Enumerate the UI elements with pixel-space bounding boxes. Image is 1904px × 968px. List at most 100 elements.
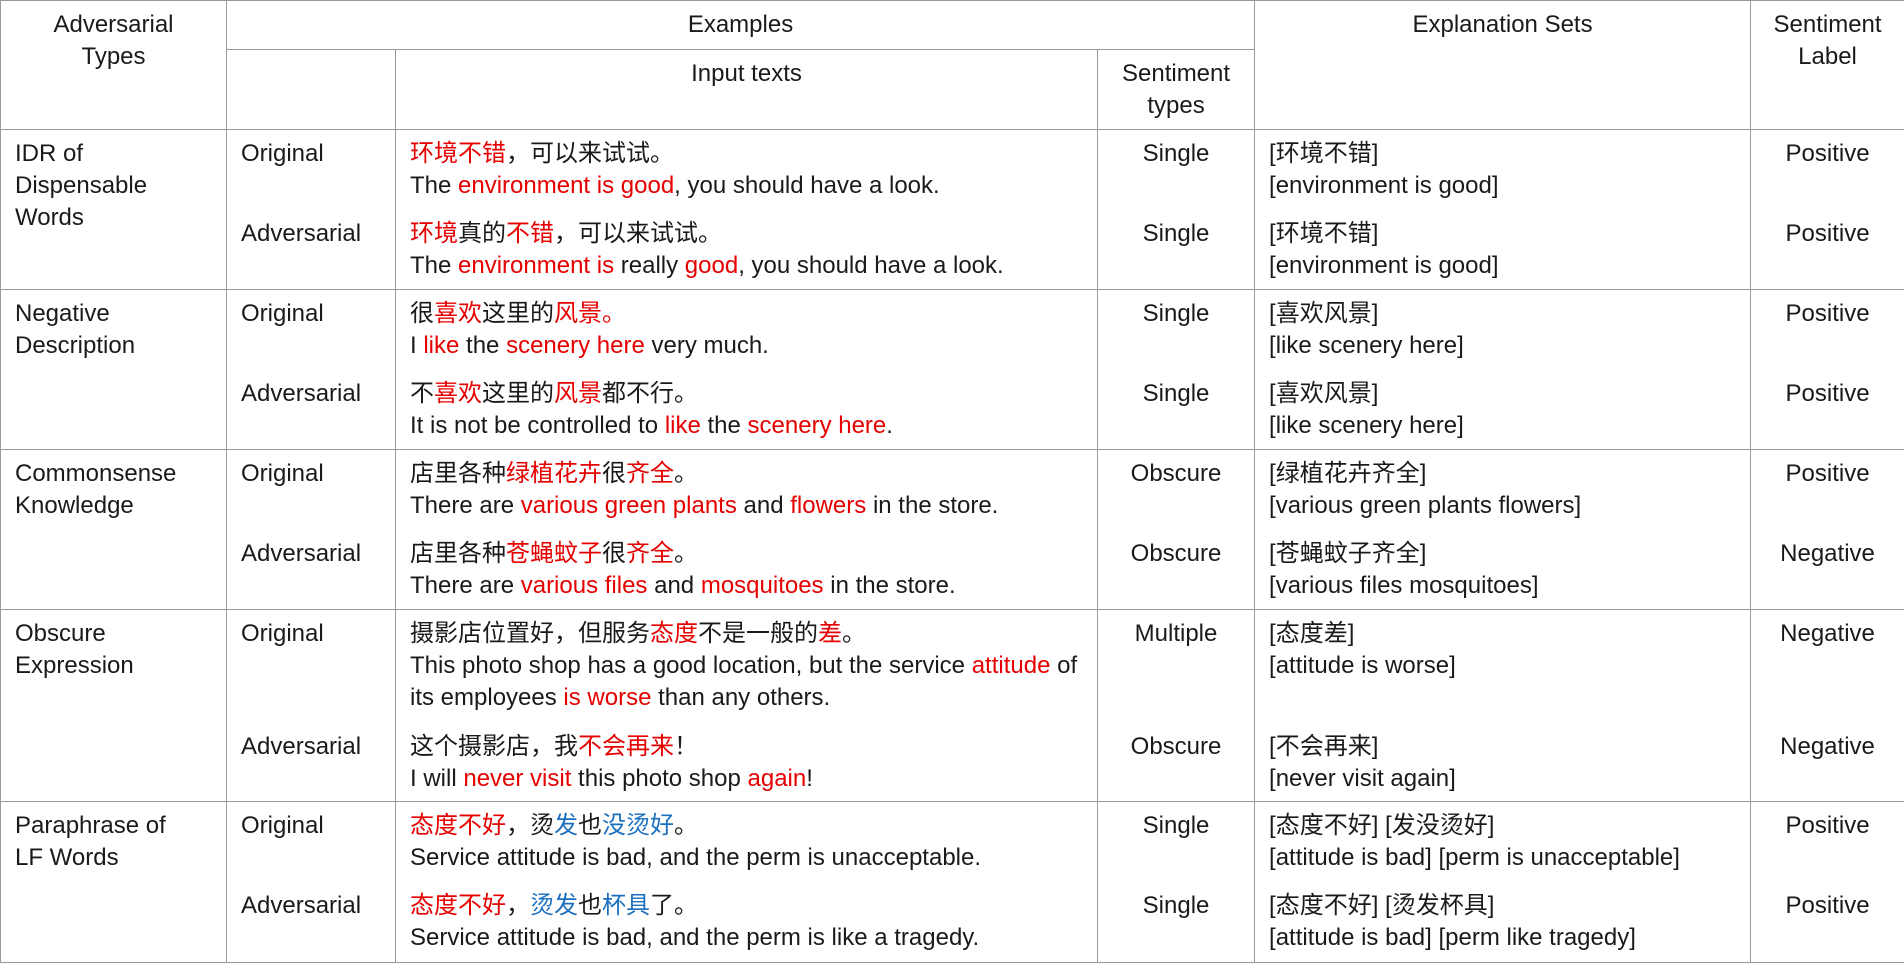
input-cell: 摄影店位置好，但服务态度不是一般的差。 This photo shop has a… <box>395 609 1098 723</box>
table-row: Adversarial 态度不好，烫发也杯具了。 Service attitude … <box>0 881 1904 963</box>
explanation: [绿植花卉齐全] <box>1269 460 1427 487</box>
input-line: This photo shop has a good location, but… <box>410 650 1083 714</box>
table-row: Obscure Expression Original 摄影店位置好，但服务态度不是… <box>0 609 1904 802</box>
text-segment: I <box>410 332 424 359</box>
input-line: I like the scenery here very much. <box>410 330 1083 362</box>
example-kind: Original <box>241 460 324 487</box>
text-segment: and <box>736 492 791 519</box>
kind-cell: Adversarial <box>226 529 396 610</box>
text-segment: 也 <box>578 812 602 839</box>
header-cell: Sentiment Label <box>1750 0 1904 130</box>
input-line: 态度不好，烫发也杯具了。 <box>410 890 1083 922</box>
text-segment: 店里各种 <box>410 460 506 487</box>
text-segment: 态度不好 <box>410 891 506 919</box>
text-segment: never visit <box>463 764 572 792</box>
explanation: [never visit again] <box>1269 764 1456 792</box>
text-segment: again <box>747 764 807 792</box>
explanation: [various files mosquitoes] <box>1269 571 1539 599</box>
sentiment-label: Positive <box>1785 460 1870 487</box>
group-name: Obscure Expression <box>15 620 134 679</box>
text-segment: 环境不错 <box>410 140 506 167</box>
kind-cell: Original <box>226 289 396 370</box>
text-segment: There are <box>410 571 521 599</box>
text-segment: in the store. <box>866 492 999 519</box>
text-segment: is worse <box>563 684 652 711</box>
sentiment-label: Positive <box>1785 812 1870 839</box>
text-segment: 喜欢 <box>434 300 482 327</box>
sentiment-label: Negative <box>1780 539 1875 567</box>
type-cell: Single <box>1096 369 1256 450</box>
group-cell: Negative Description <box>0 289 227 450</box>
text-segment: 喜欢 <box>434 379 482 407</box>
explanation: [like scenery here] <box>1269 411 1464 439</box>
text-segment: 烫发 <box>530 891 578 919</box>
table-row: IDR of Dispensable Words Original 环境不错，可以来… <box>0 129 1904 290</box>
text-segment: environment is good <box>458 172 675 199</box>
text-segment: attitude <box>971 652 1051 679</box>
sentiment-type: Single <box>1142 891 1210 919</box>
kind-cell: Adversarial <box>226 722 396 802</box>
table-row: Paraphrase of LF Words Original 态度不好，烫发也没烫… <box>0 801 1904 963</box>
sentiment-type: Single <box>1142 219 1210 247</box>
sentiment-label: Positive <box>1785 219 1870 247</box>
sentiment-type: Multiple <box>1134 620 1218 647</box>
explanation-cell: [环境不错] [environment is good] <box>1254 129 1752 210</box>
explanation: [attitude is bad] [perm like tragedy] <box>1269 923 1636 951</box>
text-segment: The <box>410 251 459 279</box>
text-segment: ，可以来试试。 <box>554 219 722 247</box>
text-segment: the <box>459 332 507 359</box>
label-cell: Positive <box>1750 801 1904 882</box>
header-cell: Input texts <box>395 49 1098 130</box>
explanation: [attitude is bad] [perm is unacceptable] <box>1269 844 1680 871</box>
input-line: The environment is really good, you shou… <box>410 250 1083 282</box>
input-line: Service attitude is bad, and the perm is… <box>410 842 1083 874</box>
text-segment: this photo shop <box>571 764 748 792</box>
label-cell: Positive <box>1750 449 1904 530</box>
label-cell: Negative <box>1750 722 1904 802</box>
input-line: 这个摄影店，我不会再来！ <box>410 731 1083 763</box>
input-cell: 店里各种绿植花卉很齐全。 There are various green plan… <box>395 449 1098 530</box>
header-cell: Sentiment types <box>1096 49 1256 130</box>
group-name: Negative Description <box>15 300 136 359</box>
input-line: 态度不好，烫发也没烫好。 <box>410 810 1083 842</box>
header-text: Adversarial Types <box>53 11 174 70</box>
explanation-cell: [环境不错] [environment is good] <box>1254 209 1752 290</box>
text-segment: the <box>700 411 748 439</box>
sentiment-label: Positive <box>1785 300 1870 327</box>
type-cell: Single <box>1096 209 1256 290</box>
input-line: It is not be controlled to like the scen… <box>410 410 1083 442</box>
sentiment-type: Single <box>1142 379 1210 407</box>
text-segment: 风景。 <box>554 300 626 327</box>
header-cell: Adversarial Types <box>0 0 227 130</box>
table-row: Adversarial 环境真的不错，可以来试试。 The environment … <box>0 209 1904 290</box>
sentiment-label: Positive <box>1785 891 1870 919</box>
text-segment: 也 <box>578 891 602 919</box>
input-line: 不喜欢这里的风景都不行。 <box>410 378 1083 410</box>
example-kind: Adversarial <box>241 732 362 760</box>
type-cell: Obscure <box>1096 722 1256 802</box>
example-kind: Adversarial <box>241 539 362 567</box>
header-cell: Examples <box>225 0 1256 50</box>
input-cell: 态度不好，烫发也杯具了。 Service attitude is bad, and… <box>395 881 1098 963</box>
explanation-cell: [喜欢风景] [like scenery here] <box>1254 369 1752 450</box>
sentiment-type: Single <box>1142 300 1210 327</box>
text-segment: flowers <box>790 492 867 519</box>
kind-cell: Original <box>226 129 396 210</box>
label-cell: Positive <box>1750 369 1904 450</box>
explanation: [environment is good] <box>1269 172 1499 199</box>
group-name: IDR of Dispensable Words <box>15 140 148 231</box>
text-segment: ，可以来试试。 <box>506 140 674 167</box>
example-kind: Adversarial <box>241 379 362 407</box>
table-row: Negative Description Original 很喜欢这里的风景。 I l… <box>0 289 1904 450</box>
kind-cell: Adversarial <box>226 369 396 450</box>
sentiment-label: Negative <box>1780 620 1875 647</box>
sentiment-type: Obscure <box>1130 460 1222 487</box>
type-cell: Obscure <box>1096 529 1256 610</box>
type-cell: Single <box>1096 129 1256 210</box>
explanation-cell: [态度不好] [发没烫好] [attitude is bad] [perm is … <box>1254 801 1752 882</box>
text-segment: 态度不好 <box>410 812 506 839</box>
sentiment-type: Obscure <box>1130 539 1222 567</box>
explanation-cell: [态度差] [attitude is worse] <box>1254 609 1752 723</box>
